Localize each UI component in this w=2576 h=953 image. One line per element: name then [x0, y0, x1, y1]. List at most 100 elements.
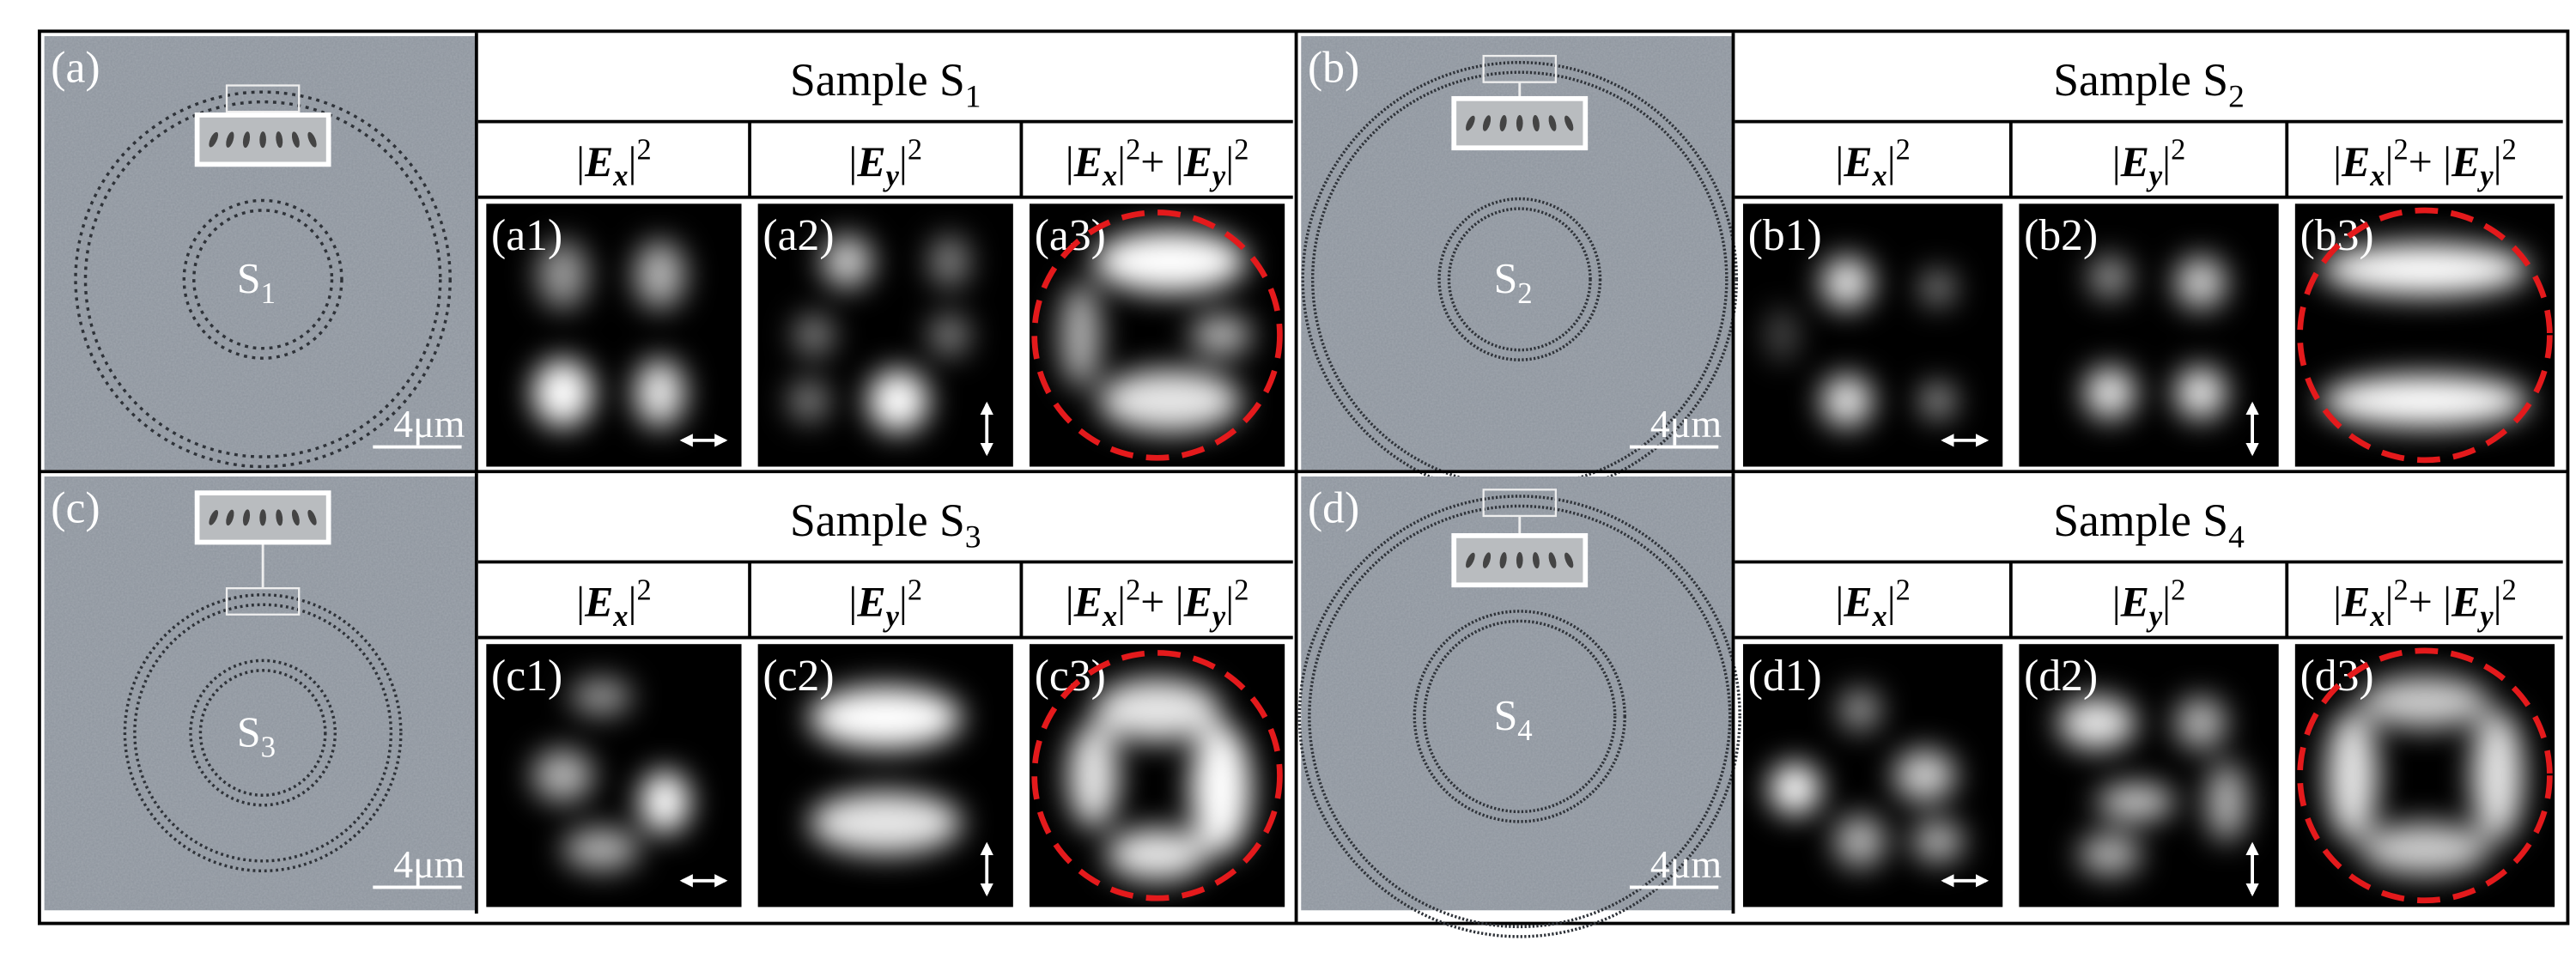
- blur-group: [2057, 696, 2248, 876]
- column-header: |Ex|2: [576, 574, 652, 634]
- inset-hole: [1499, 552, 1507, 569]
- intensity-spot: [639, 770, 691, 834]
- intensity-pattern: [2321, 243, 2529, 428]
- header-part: E: [1843, 579, 1872, 626]
- header-part: E: [2120, 138, 2149, 185]
- red-dashed-circle: [1031, 650, 1283, 901]
- intensity-spot: [2360, 675, 2490, 729]
- header-part: 2: [2502, 134, 2517, 167]
- header-part: E: [2341, 138, 2370, 185]
- inset-hole: [1532, 552, 1540, 569]
- header-part: + |: [1140, 138, 1183, 185]
- intensity-pattern: [788, 235, 970, 433]
- header-part: |: [2112, 138, 2121, 185]
- header-part: |: [2494, 579, 2502, 626]
- intensity-spot: [1893, 749, 1956, 802]
- column-header: |Ex|2: [576, 134, 652, 193]
- intensity-spot: [2083, 367, 2136, 420]
- intensity-pattern: [1769, 689, 1964, 868]
- header-part: E: [1073, 579, 1103, 626]
- header-part: x: [1871, 600, 1886, 633]
- header-part: y: [2146, 160, 2163, 192]
- inset-hole: [242, 509, 251, 526]
- inset-hole: [1516, 114, 1523, 132]
- intensity-spot: [2174, 256, 2227, 309]
- ring-marker: [1482, 54, 1558, 83]
- header-part: 2: [1234, 574, 1249, 607]
- inset-hole: [1482, 552, 1492, 568]
- inset-hole: [209, 131, 219, 148]
- column-header: |Ey|2: [848, 134, 922, 193]
- header-part: y: [2476, 600, 2494, 633]
- inset-hole: [307, 131, 317, 148]
- blur-group: [1060, 229, 1252, 433]
- header-part: |: [629, 579, 637, 626]
- intensity-spot: [1093, 678, 1221, 742]
- intensity-spot: [867, 369, 929, 433]
- field-image: [2019, 203, 2279, 467]
- header-part: |: [1887, 579, 1896, 626]
- intensity-spot: [1067, 723, 1119, 829]
- image-label: (a2): [762, 211, 834, 260]
- header-part: |: [1225, 579, 1234, 626]
- intensity-spot: [634, 358, 686, 428]
- sample-title-sub: 3: [965, 519, 981, 555]
- field-image: [486, 203, 742, 467]
- header-part: |: [1117, 579, 1126, 626]
- sample-symbol: S2: [1494, 255, 1533, 310]
- header-part: |: [899, 138, 908, 185]
- inset-hole: [291, 509, 300, 526]
- header-part: E: [856, 579, 885, 626]
- blur-group: [532, 678, 691, 871]
- image-label: (c1): [491, 652, 562, 701]
- sample-symbol-sub: 1: [261, 276, 276, 310]
- hole-ring: [1297, 495, 1741, 938]
- column-header: |Ex|2+ |Ey|2: [1066, 574, 1249, 634]
- outer-border: [38, 29, 2570, 926]
- intensity-spot: [2057, 696, 2136, 750]
- sample-title: Sample S2: [2053, 54, 2245, 114]
- hole-ring: [192, 209, 334, 350]
- hole-ring: [198, 669, 327, 797]
- header-part: E: [1183, 138, 1212, 185]
- hole-ring: [83, 100, 442, 458]
- header-part: |: [899, 579, 908, 626]
- intensity-spot: [1106, 828, 1209, 881]
- header-part: x: [1102, 160, 1117, 192]
- intensity-spot: [1766, 308, 1798, 362]
- header-part: E: [1843, 138, 1872, 185]
- header-part: |: [576, 138, 585, 185]
- intensity-spot: [562, 828, 640, 871]
- header-part: E: [2341, 579, 2370, 626]
- blur-group: [809, 686, 963, 855]
- scale-bar-label: 4μm: [393, 402, 465, 446]
- sample-symbol-base: S: [1494, 255, 1518, 302]
- header-part: |: [2494, 138, 2502, 185]
- intensity-spot: [1769, 762, 1821, 816]
- blur-group: [1067, 678, 1252, 881]
- sample-title-sub: 2: [2228, 79, 2245, 114]
- intensity-spot: [2321, 243, 2529, 296]
- inset: [1451, 533, 1589, 588]
- intensity-spot: [1919, 269, 1956, 307]
- header-part: y: [883, 160, 900, 192]
- sample-symbol-base: S: [237, 708, 261, 756]
- intensity-pattern: [1060, 229, 1252, 433]
- header-part: |: [1117, 138, 1126, 185]
- panel-label: (b): [1308, 44, 1359, 93]
- header-part: |: [2333, 138, 2342, 185]
- scale-bar-label: 4μm: [1650, 842, 1722, 886]
- blur-group: [1766, 256, 1956, 428]
- header-part: 2: [2393, 574, 2408, 607]
- header-part: |: [1887, 138, 1896, 185]
- intensity-spot: [1060, 282, 1102, 388]
- red-dashed-circle: [2297, 647, 2553, 904]
- inset-hole: [276, 131, 283, 149]
- header-part: |: [2333, 579, 2342, 626]
- inset-hole: [1499, 115, 1507, 132]
- header-part: 2: [2393, 134, 2408, 167]
- header-part: |: [1835, 579, 1844, 626]
- inset-hole: [1564, 552, 1574, 568]
- intensity-spot: [1093, 229, 1247, 294]
- header-part: |: [2385, 138, 2394, 185]
